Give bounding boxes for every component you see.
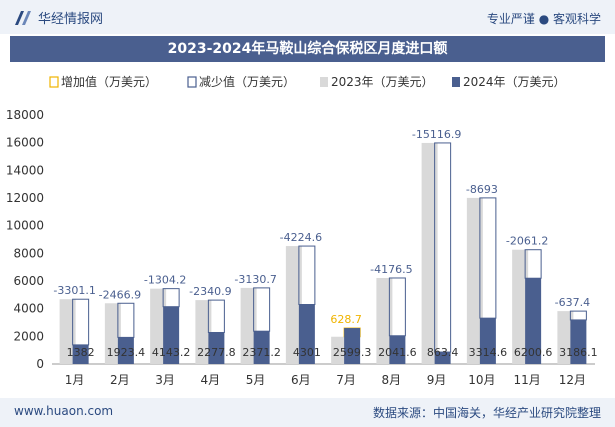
y-tick-label: 6000 — [13, 274, 44, 288]
bar-2024 — [434, 352, 451, 364]
x-tick-label: 5月 — [246, 373, 266, 387]
bar-2024 — [479, 318, 496, 364]
bar-2023 — [512, 249, 529, 364]
bar-2023 — [557, 311, 574, 364]
data-source: 数据来源：中国海关，华经产业研究院整理 — [372, 406, 601, 420]
x-tick-label: 3月 — [155, 373, 175, 387]
change-label: -8693 — [466, 183, 498, 196]
x-tick-label: 4月 — [201, 373, 221, 387]
bar-2023 — [376, 277, 393, 364]
y-tick-label: 2000 — [13, 329, 44, 343]
legend-swatch — [49, 76, 59, 88]
tagline: 专业严谨 ● 客观科学 — [486, 12, 601, 26]
value-label-2024: 2599.3 — [333, 346, 372, 359]
x-tick-label: 11月 — [513, 373, 540, 387]
bar-2024 — [117, 337, 134, 364]
chart-title: 2023-2024年马鞍山综合保税区月度进口额 — [10, 36, 605, 62]
y-tick-label: 12000 — [6, 191, 44, 205]
legend-label: 增加值（万美元） — [61, 74, 157, 89]
legend-label: 2023年（万美元） — [331, 75, 434, 89]
x-tick-label: 6月 — [291, 373, 311, 387]
change-label: -2466.9 — [99, 288, 141, 301]
change-label: -3130.7 — [234, 273, 276, 286]
x-tick-label: 12月 — [559, 373, 586, 387]
legend-swatch — [320, 77, 328, 87]
value-label-2024: 1382 — [67, 346, 95, 359]
huajing-logo-icon — [15, 10, 31, 25]
bar-chart: 增加值（万美元） 减少值（万美元） 2023年（万美元） 2024年（万美元） 0 200… — [6, 74, 598, 387]
x-tick-label: 1月 — [65, 373, 85, 387]
bar-2023 — [195, 300, 212, 364]
bar-2023 — [466, 197, 483, 364]
brand: 华经情报网 — [14, 8, 103, 27]
bar-2024 — [208, 332, 225, 364]
y-tick-label: 4000 — [13, 302, 44, 316]
bar-2023 — [331, 336, 348, 364]
bar-2024 — [525, 278, 542, 364]
website-url[interactable]: www.huaon.com — [14, 404, 114, 418]
bar-2023 — [104, 303, 121, 364]
y-tick-label: 14000 — [6, 163, 44, 177]
value-label-2024: 1923.4 — [107, 346, 146, 359]
bar-2023 — [240, 287, 257, 364]
bottom-bar: www.huaon.com 数据来源：中国海关，华经产业研究院整理 — [0, 398, 615, 427]
legend-swatch — [187, 76, 197, 88]
x-tick-label: 10月 — [468, 373, 495, 387]
value-label-2024: 2277.8 — [197, 346, 236, 359]
change-label: -4224.6 — [280, 231, 322, 244]
change-label: -2340.9 — [189, 285, 231, 298]
x-tick-label: 2月 — [110, 373, 130, 387]
value-label-2024: 2371.2 — [242, 346, 281, 359]
bar-2024 — [163, 306, 180, 364]
top-bar: 华经情报网 专业严谨 ● 客观科学 — [0, 0, 615, 34]
bar-2024 — [72, 344, 89, 364]
change-label: -4176.5 — [370, 263, 412, 276]
value-label-2024: 4301 — [293, 346, 321, 359]
value-label-2024: 6200.6 — [514, 346, 553, 359]
change-label: -1304.2 — [144, 274, 186, 287]
y-tick-label: 10000 — [6, 219, 44, 233]
y-tick-label: 18000 — [6, 108, 44, 122]
change-label: -637.4 — [555, 296, 590, 309]
change-label: -3301.1 — [53, 284, 95, 297]
bar-2024 — [298, 304, 315, 364]
bar-2024 — [344, 328, 361, 364]
y-tick-label: 16000 — [6, 136, 44, 150]
value-label-2024: 2041.6 — [378, 346, 417, 359]
legend-label: 减少值（万美元） — [199, 74, 295, 89]
bar-2023 — [285, 246, 302, 364]
x-tick-label: 7月 — [336, 373, 356, 387]
brand-name: 华经情报网 — [38, 12, 104, 27]
x-tick-label: 8月 — [382, 373, 402, 387]
y-tick-label: 0 — [36, 357, 44, 371]
bar-2023 — [421, 142, 438, 364]
change-box — [569, 310, 587, 321]
bar-2023 — [59, 299, 76, 364]
change-label: -15116.9 — [412, 128, 461, 141]
bar-2023 — [150, 288, 167, 364]
legend-swatch — [452, 77, 460, 87]
value-label-2024: 4143.2 — [152, 346, 191, 359]
value-label-2024: 3186.1 — [559, 346, 598, 359]
bar-2024 — [570, 319, 587, 364]
value-label-2024: 863.4 — [427, 346, 459, 359]
y-tick-label: 8000 — [13, 246, 44, 260]
change-label: -2061.2 — [506, 235, 548, 248]
change-label: 628.7 — [330, 313, 362, 326]
bar-2024 — [389, 335, 406, 364]
legend-label: 2024年（万美元） — [463, 75, 566, 89]
x-tick-label: 9月 — [427, 373, 447, 387]
bar-2024 — [253, 331, 270, 364]
value-label-2024: 3314.6 — [469, 346, 508, 359]
